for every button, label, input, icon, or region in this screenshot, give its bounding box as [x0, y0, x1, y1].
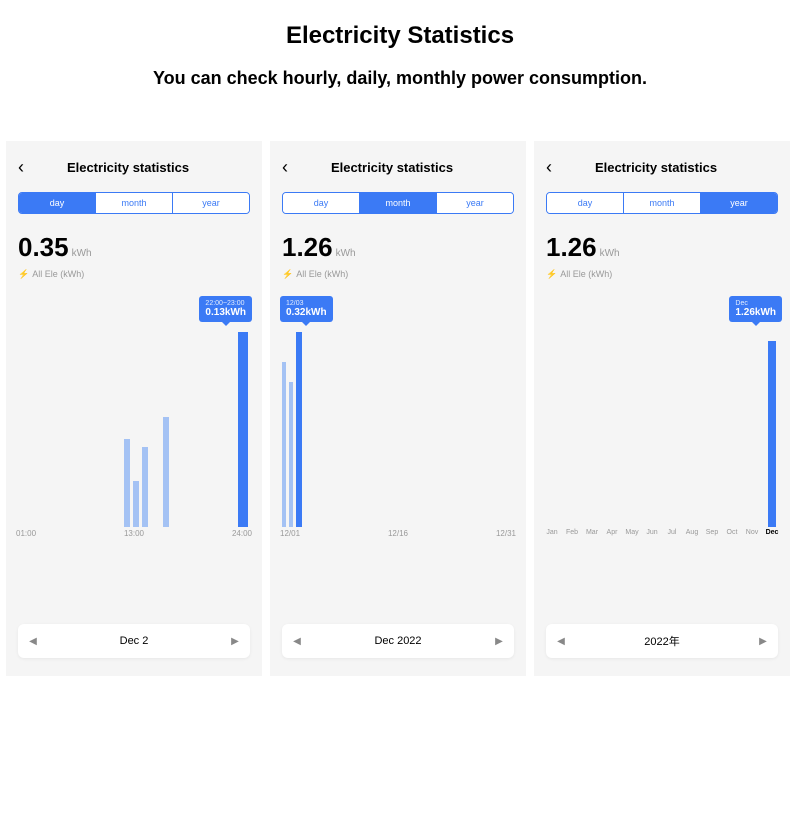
- tab-year[interactable]: year: [437, 193, 513, 213]
- tooltip: 12/03 0.32kWh: [280, 296, 333, 322]
- screen-title: Electricity statistics: [534, 160, 778, 175]
- legend: ⚡All Ele (kWh): [18, 269, 250, 280]
- tooltip: Dec 1.26kWh: [729, 296, 782, 322]
- tab-month[interactable]: month: [96, 193, 173, 213]
- next-icon[interactable]: ▶: [220, 636, 250, 647]
- bar[interactable]: [124, 439, 130, 527]
- unit-label: kWh: [72, 248, 92, 259]
- prev-icon[interactable]: ◀: [18, 636, 48, 647]
- tab-day[interactable]: day: [19, 193, 96, 213]
- tab-day[interactable]: day: [283, 193, 360, 213]
- page-subtitle: You can check hourly, daily, monthly pow…: [0, 68, 800, 89]
- prev-icon[interactable]: ◀: [282, 636, 312, 647]
- date-navigator: ◀ Dec 2 ▶: [18, 624, 250, 658]
- period-tabs: day month year: [546, 192, 778, 214]
- bar[interactable]: [289, 382, 293, 527]
- date-label[interactable]: Dec 2: [48, 635, 220, 647]
- bolt-icon: ⚡: [18, 269, 29, 279]
- bolt-icon: ⚡: [282, 269, 293, 279]
- tab-month[interactable]: month: [624, 193, 701, 213]
- screen-day: ‹ Electricity statistics day month year …: [6, 141, 262, 676]
- total-value: 1.26: [282, 232, 333, 262]
- x-axis: 01:00 13:00 24:00: [14, 529, 254, 543]
- date-label[interactable]: Dec 2022: [312, 635, 484, 647]
- bar[interactable]: [133, 481, 139, 527]
- chart-month: 12/03 0.32kWh 12/01 12/16 12/31: [278, 298, 518, 543]
- total-value: 1.26: [546, 232, 597, 262]
- tab-month[interactable]: month: [360, 193, 437, 213]
- next-icon[interactable]: ▶: [748, 636, 778, 647]
- screen-year: ‹ Electricity statistics day month year …: [534, 141, 790, 676]
- bar-cluster: [124, 439, 148, 527]
- x-axis: JanFebMarAprMayJunJulAugSepOctNovDec: [542, 529, 782, 543]
- legend: ⚡All Ele (kWh): [546, 269, 778, 280]
- tooltip: 22:00~23:00 0.13kWh: [199, 296, 252, 322]
- x-axis: 12/01 12/16 12/31: [278, 529, 518, 543]
- bar-cluster: [282, 332, 302, 527]
- bar-selected: [238, 332, 248, 527]
- total-value: 0.35: [18, 232, 69, 262]
- bar-cluster: [163, 417, 169, 527]
- bar[interactable]: [282, 362, 286, 527]
- bar-selected[interactable]: [768, 341, 776, 527]
- screen-title: Electricity statistics: [6, 160, 250, 175]
- bar-selected[interactable]: [296, 332, 302, 527]
- date-navigator: ◀ 2022年 ▶: [546, 624, 778, 658]
- screen-title: Electricity statistics: [270, 160, 514, 175]
- date-label[interactable]: 2022年: [576, 633, 748, 649]
- screenshots-row: ‹ Electricity statistics day month year …: [0, 141, 800, 676]
- bar[interactable]: [238, 332, 248, 527]
- unit-label: kWh: [336, 248, 356, 259]
- bar[interactable]: [163, 417, 169, 527]
- bolt-icon: ⚡: [546, 269, 557, 279]
- unit-label: kWh: [600, 248, 620, 259]
- tab-year[interactable]: year: [173, 193, 249, 213]
- chart-day: 22:00~23:00 0.13kWh 01:00: [14, 298, 254, 543]
- date-navigator: ◀ Dec 2022 ▶: [282, 624, 514, 658]
- legend: ⚡All Ele (kWh): [282, 269, 514, 280]
- tab-year[interactable]: year: [701, 193, 777, 213]
- period-tabs: day month year: [18, 192, 250, 214]
- bar[interactable]: [142, 447, 148, 527]
- chart-year: Dec 1.26kWh JanFebMarAprMayJunJulAugSepO…: [542, 298, 782, 543]
- prev-icon[interactable]: ◀: [546, 636, 576, 647]
- tab-day[interactable]: day: [547, 193, 624, 213]
- next-icon[interactable]: ▶: [484, 636, 514, 647]
- screen-month: ‹ Electricity statistics day month year …: [270, 141, 526, 676]
- period-tabs: day month year: [282, 192, 514, 214]
- page-title: Electricity Statistics: [0, 22, 800, 50]
